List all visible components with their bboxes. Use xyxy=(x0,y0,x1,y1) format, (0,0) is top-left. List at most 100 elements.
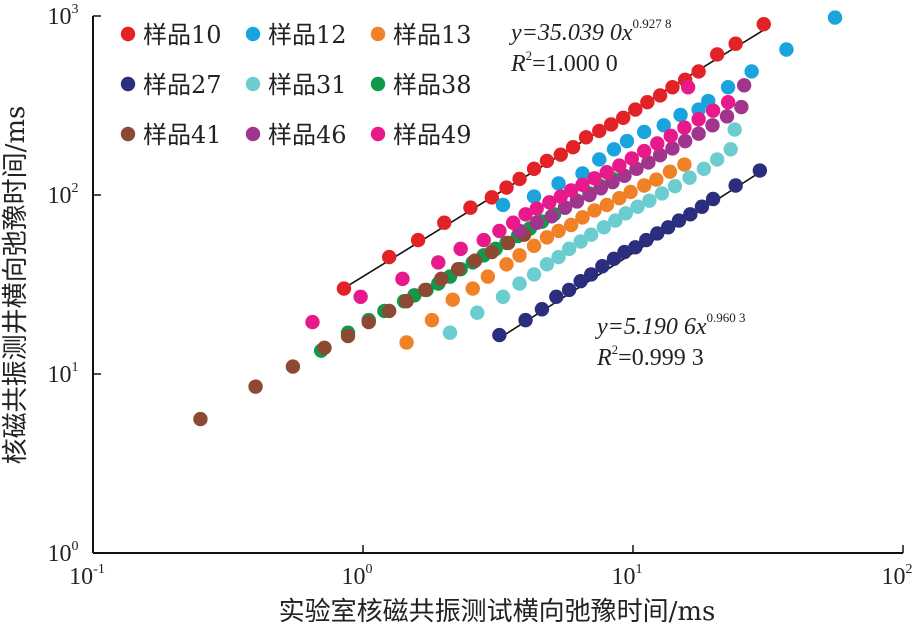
legend-marker xyxy=(370,76,386,92)
data-point xyxy=(649,172,664,187)
data-point xyxy=(442,325,458,340)
data-point xyxy=(683,207,698,222)
data-point xyxy=(395,271,410,287)
data-point xyxy=(563,183,579,198)
data-point xyxy=(673,107,688,123)
data-point xyxy=(518,207,533,222)
data-point xyxy=(603,117,619,132)
data-point xyxy=(499,180,514,195)
data-point xyxy=(410,232,426,248)
data-point xyxy=(578,130,594,145)
data-point xyxy=(542,195,557,210)
data-point xyxy=(628,240,643,255)
data-point xyxy=(606,142,622,157)
data-point xyxy=(636,178,652,193)
legend-marker xyxy=(245,76,261,92)
data-point xyxy=(573,273,588,289)
data-point xyxy=(727,122,742,137)
data-point xyxy=(501,235,516,251)
data-point xyxy=(779,42,794,57)
x-axis-label: 实验室核磁共振测试横向弛豫时间/ms xyxy=(279,597,716,627)
data-point xyxy=(677,120,692,135)
data-point xyxy=(752,163,768,178)
data-point xyxy=(424,312,440,328)
data-point xyxy=(606,251,622,267)
data-point xyxy=(518,312,533,328)
data-point xyxy=(756,16,771,32)
data-point xyxy=(492,223,507,239)
data-point xyxy=(526,189,542,204)
plot-frame xyxy=(92,16,903,554)
data-point xyxy=(630,199,645,214)
data-point xyxy=(575,210,590,225)
data-point xyxy=(399,335,414,350)
series-样品31 xyxy=(442,122,742,340)
x-tick-label: 101 xyxy=(612,562,643,590)
data-point xyxy=(665,141,680,156)
data-point xyxy=(696,161,712,177)
data-point xyxy=(512,171,527,187)
data-point xyxy=(654,186,670,201)
data-point xyxy=(539,257,555,272)
data-point xyxy=(476,232,491,248)
data-point xyxy=(650,136,665,151)
data-point xyxy=(495,289,511,304)
data-point xyxy=(529,215,544,230)
data-point xyxy=(526,267,542,282)
data-point xyxy=(691,126,706,141)
data-point xyxy=(561,241,577,257)
legend-label: 样品31 xyxy=(268,71,347,99)
data-point xyxy=(641,155,656,170)
data-point xyxy=(317,340,332,356)
data-point xyxy=(656,118,671,133)
data-point xyxy=(285,359,301,374)
series-样品13 xyxy=(399,157,692,350)
data-point xyxy=(418,282,433,298)
data-point xyxy=(677,133,693,149)
data-point xyxy=(736,78,752,93)
x-tick-label: 102 xyxy=(882,562,913,590)
x-tick-label: 10-1 xyxy=(69,562,105,590)
data-point xyxy=(660,220,676,235)
series-样品46 xyxy=(512,78,752,239)
data-point xyxy=(587,203,602,218)
data-point xyxy=(595,259,610,274)
data-point xyxy=(305,314,320,330)
legend-label: 样品38 xyxy=(393,71,472,99)
data-point xyxy=(587,171,602,186)
fit-r-squared: R2=0.999 3 xyxy=(596,342,704,371)
legend-marker xyxy=(370,26,386,42)
data-point xyxy=(553,147,568,162)
data-point xyxy=(506,215,521,230)
data-point xyxy=(639,232,654,248)
data-point xyxy=(381,303,397,319)
data-point xyxy=(470,305,485,320)
data-point xyxy=(193,411,208,427)
data-point xyxy=(563,217,579,233)
data-point xyxy=(399,294,414,309)
y-tick-label: 103 xyxy=(48,2,79,30)
data-point xyxy=(463,200,478,215)
data-point xyxy=(575,166,590,181)
data-point xyxy=(592,152,607,167)
data-point xyxy=(340,328,356,344)
data-point xyxy=(694,199,710,214)
data-point xyxy=(539,153,555,169)
x-axis-ticks: 10-1 100 101 102 xyxy=(69,545,913,590)
data-point xyxy=(608,213,623,228)
data-point xyxy=(529,201,544,216)
data-point xyxy=(612,190,627,206)
data-point xyxy=(612,158,627,173)
legend-marker xyxy=(120,76,136,92)
data-point xyxy=(248,379,263,394)
legend-marker xyxy=(120,126,136,142)
data-point xyxy=(677,157,692,172)
data-point xyxy=(437,215,452,230)
data-point xyxy=(575,177,590,193)
data-point xyxy=(652,88,668,103)
data-point xyxy=(667,178,683,194)
data-point xyxy=(582,187,597,203)
data-point xyxy=(544,209,559,224)
legend-label: 样品46 xyxy=(268,121,347,149)
